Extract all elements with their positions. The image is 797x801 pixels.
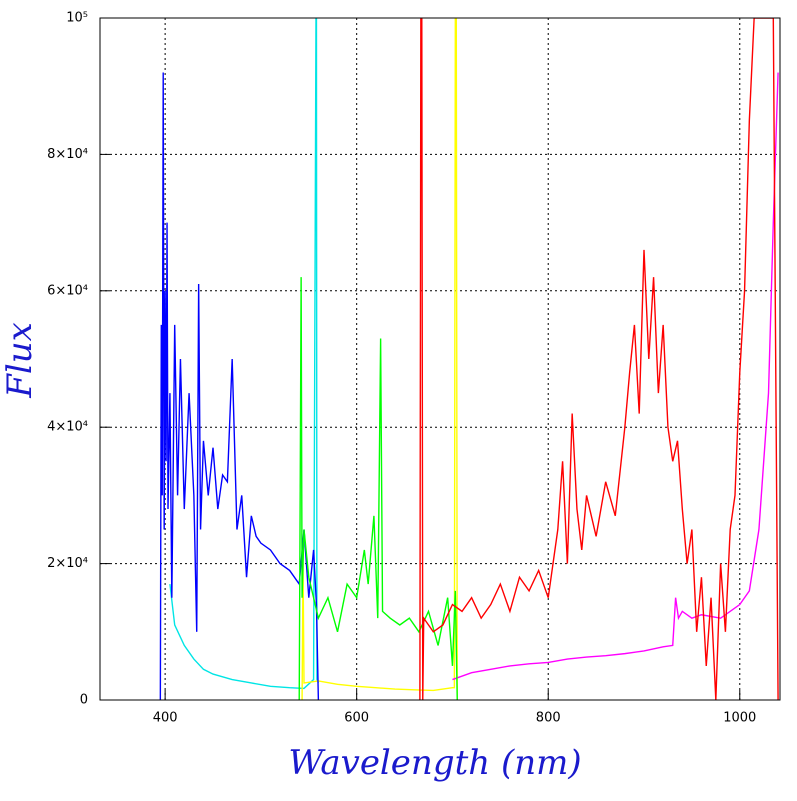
x-tick-label: 800 bbox=[536, 711, 561, 726]
spectrum-line bbox=[419, 18, 779, 700]
x-tick-label: 1000 bbox=[723, 711, 756, 726]
y-tick-label: 8×10⁴ bbox=[47, 147, 88, 162]
spectrum-line bbox=[169, 18, 320, 690]
x-tick-label: 600 bbox=[344, 711, 369, 726]
y-axis-title: Flux bbox=[0, 322, 40, 399]
y-tick-label: 0 bbox=[80, 693, 88, 708]
plot-frame bbox=[99, 17, 781, 701]
y-tick-label: 6×10⁴ bbox=[47, 283, 88, 298]
spectrum-line bbox=[159, 72, 320, 700]
plot-area bbox=[159, 18, 779, 700]
y-tick-label: 4×10⁴ bbox=[47, 420, 88, 435]
y-tick-label: 2×10⁴ bbox=[47, 556, 88, 571]
spectrum-line bbox=[298, 277, 458, 700]
spectrum-line bbox=[452, 72, 779, 681]
spectrum-line bbox=[301, 18, 458, 700]
x-tick-label: 400 bbox=[153, 711, 178, 726]
y-tick-label: 10⁵ bbox=[66, 11, 88, 26]
grid bbox=[100, 17, 780, 701]
x-axis-title: Wavelength (nm) bbox=[288, 743, 581, 783]
